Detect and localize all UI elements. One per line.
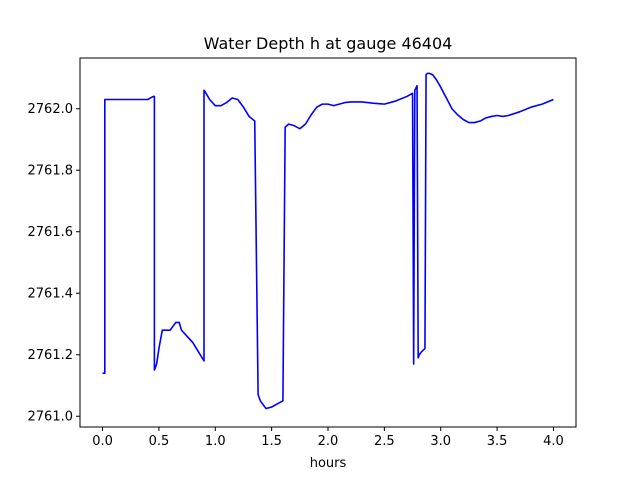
x-tick-label: 3.0	[430, 434, 451, 449]
chart-title: Water Depth h at gauge 46404	[204, 34, 453, 53]
plot-area: 0.0 0.5 1.0 1.5 2.0 2.5 3.0 3.5 4.0 2761.0 2761.2 2…	[28, 57, 577, 449]
y-tick-label: 2761.2	[28, 348, 74, 363]
series-line-0	[102, 72, 554, 410]
x-tick-label: 2.5	[374, 434, 395, 449]
y-tick-label: 2761.0	[28, 410, 74, 425]
x-tick-label: 1.0	[205, 434, 226, 449]
y-tick-label: 2761.8	[28, 164, 74, 179]
x-tick-label: 0.5	[149, 434, 170, 449]
y-tick-label: 2762.0	[28, 102, 74, 117]
x-tick-label: 1.5	[261, 434, 282, 449]
x-tick-label: 3.5	[487, 434, 508, 449]
x-axis-label: hours	[310, 456, 347, 471]
x-tick-label: 2.0	[318, 434, 339, 449]
y-tick-label: 2761.6	[28, 225, 74, 240]
x-tick-label: 0.0	[92, 434, 113, 449]
y-tick-label: 2761.4	[28, 287, 74, 302]
x-tick-label: 4.0	[543, 434, 564, 449]
